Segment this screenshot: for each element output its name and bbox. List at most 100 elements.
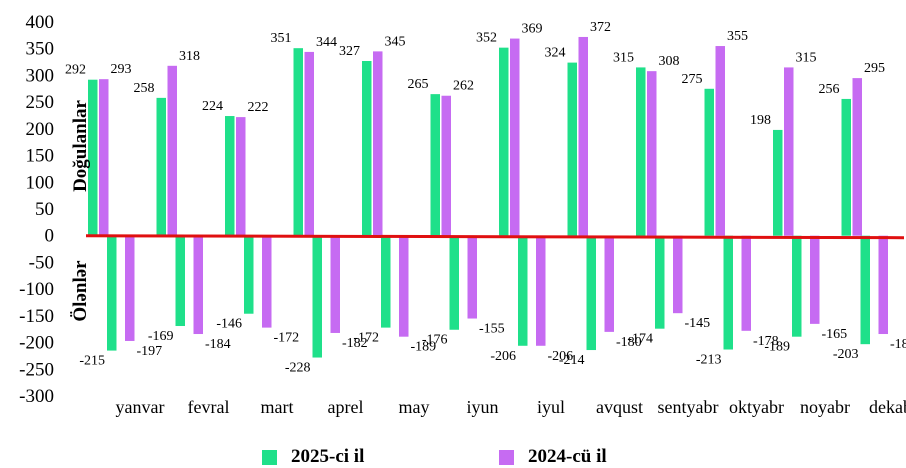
data-labels: 292 293 -215 -197 258 318 -169 -184 224 222 -146 -1…	[65, 20, 906, 376]
birth-bar	[441, 95, 451, 236]
birth-value-label: 351	[271, 31, 292, 46]
zero-line	[85, 234, 905, 240]
birth-value-label: 315	[613, 50, 634, 65]
birth-bar	[578, 36, 588, 236]
birth-bar	[430, 94, 440, 236]
y-tick-label: 0	[45, 226, 55, 247]
death-value-label: -184	[205, 337, 231, 352]
month-label: iyun	[466, 397, 498, 417]
death-value-label: -174	[627, 332, 653, 347]
month-label: aprel	[328, 397, 364, 417]
death-bar	[604, 235, 614, 332]
y-tick-label: -50	[29, 252, 54, 273]
death-value-label: -214	[559, 353, 585, 368]
y-axis-ticks: -300 -250 -200 -150 -100 -50 0 50 100 150 200 250 30…	[19, 12, 54, 407]
birth-value-label: 293	[111, 62, 132, 77]
y-tick-label: 300	[26, 65, 55, 86]
legend-label-2024: 2024-cü il	[528, 446, 607, 467]
death-value-label: -182	[342, 336, 368, 351]
birth-bar	[225, 116, 235, 236]
death-value-label: -155	[479, 322, 505, 337]
death-bar	[449, 235, 459, 330]
death-value-label: -172	[353, 331, 379, 346]
birth-value-label: 262	[453, 79, 474, 94]
birth-value-label: 369	[522, 22, 543, 37]
death-bar	[175, 235, 185, 327]
y-tick-label: 50	[35, 199, 54, 220]
y-tick-label: 100	[26, 172, 55, 193]
death-value-label: -146	[216, 317, 242, 332]
y-tick-label: 400	[26, 12, 55, 33]
death-bar	[125, 235, 135, 341]
legend-swatch-2025	[262, 449, 277, 465]
bars	[88, 36, 888, 358]
month-label: yanvar	[116, 397, 165, 417]
death-bar	[107, 235, 117, 351]
death-value-label: -206	[548, 349, 574, 364]
birth-value-label: 315	[796, 50, 817, 65]
legend-swatch-2024	[499, 449, 514, 465]
birth-value-label: 372	[590, 20, 611, 35]
birth-bar	[304, 51, 314, 236]
birth-bar	[567, 62, 577, 236]
death-value-label: -165	[822, 327, 848, 342]
birth-bar	[499, 47, 509, 236]
birth-bar	[88, 79, 98, 236]
birth-bar	[715, 46, 725, 236]
death-value-label: -213	[696, 353, 722, 368]
death-value-label: -197	[137, 344, 163, 359]
deaths-axis-label: Ölənlər	[70, 260, 91, 322]
birth-bar	[841, 98, 851, 236]
legend-item-2025: 2025-ci il	[262, 446, 364, 468]
birth-value-label: 344	[316, 35, 337, 50]
birth-value-label: 345	[385, 34, 406, 49]
y-tick-label: -200	[19, 333, 54, 354]
month-label: noyabr	[800, 397, 850, 417]
y-tick-label: -250	[19, 359, 54, 380]
y-tick-label: 150	[26, 146, 55, 167]
birth-bar	[784, 67, 794, 236]
death-value-label: -189	[411, 340, 437, 355]
death-bar	[399, 235, 409, 337]
death-bar	[655, 235, 665, 329]
birth-bar	[362, 61, 372, 236]
birth-bar	[704, 88, 714, 236]
birth-value-label: 224	[202, 99, 223, 114]
death-bar	[312, 235, 322, 358]
month-label: iyul	[537, 397, 565, 417]
death-bar	[536, 235, 546, 346]
month-label: dekabr	[869, 397, 906, 417]
death-value-label: -176	[422, 333, 448, 348]
birth-value-label: 308	[659, 54, 680, 69]
death-value-label: -206	[490, 349, 516, 364]
birth-value-label: 327	[339, 44, 360, 59]
y-tick-label: 350	[26, 39, 55, 60]
death-value-label: -145	[685, 316, 711, 331]
y-tick-label: 200	[26, 119, 55, 140]
x-axis-labels: yanvar fevral mart aprel may iyun iyul avqust se…	[116, 397, 906, 417]
birth-bar	[773, 129, 783, 236]
birth-value-label: 275	[682, 72, 703, 87]
y-tick-label: -150	[19, 306, 54, 327]
death-value-label: -184	[890, 337, 906, 352]
death-bar	[878, 235, 888, 335]
births-axis-label: Doğulanlar	[70, 100, 91, 192]
legend-item-2024: 2024-cü il	[499, 446, 607, 468]
birth-bar	[167, 65, 177, 236]
birth-bar	[99, 79, 109, 236]
death-bar	[810, 235, 820, 324]
legend-label-2025: 2025-ci il	[291, 446, 365, 467]
birth-value-label: 265	[408, 77, 429, 92]
birth-value-label: 292	[65, 63, 86, 78]
death-value-label: -215	[79, 354, 105, 369]
birth-bar	[293, 48, 303, 236]
birth-value-label: 256	[819, 82, 840, 97]
death-bar	[467, 235, 477, 319]
death-bar	[673, 235, 683, 314]
birth-value-label: 355	[727, 29, 748, 44]
y-tick-label: -100	[19, 279, 54, 300]
death-value-label: -169	[148, 329, 174, 344]
birth-value-label: 198	[750, 113, 771, 128]
death-bar	[860, 235, 870, 345]
death-value-label: -172	[274, 331, 300, 346]
